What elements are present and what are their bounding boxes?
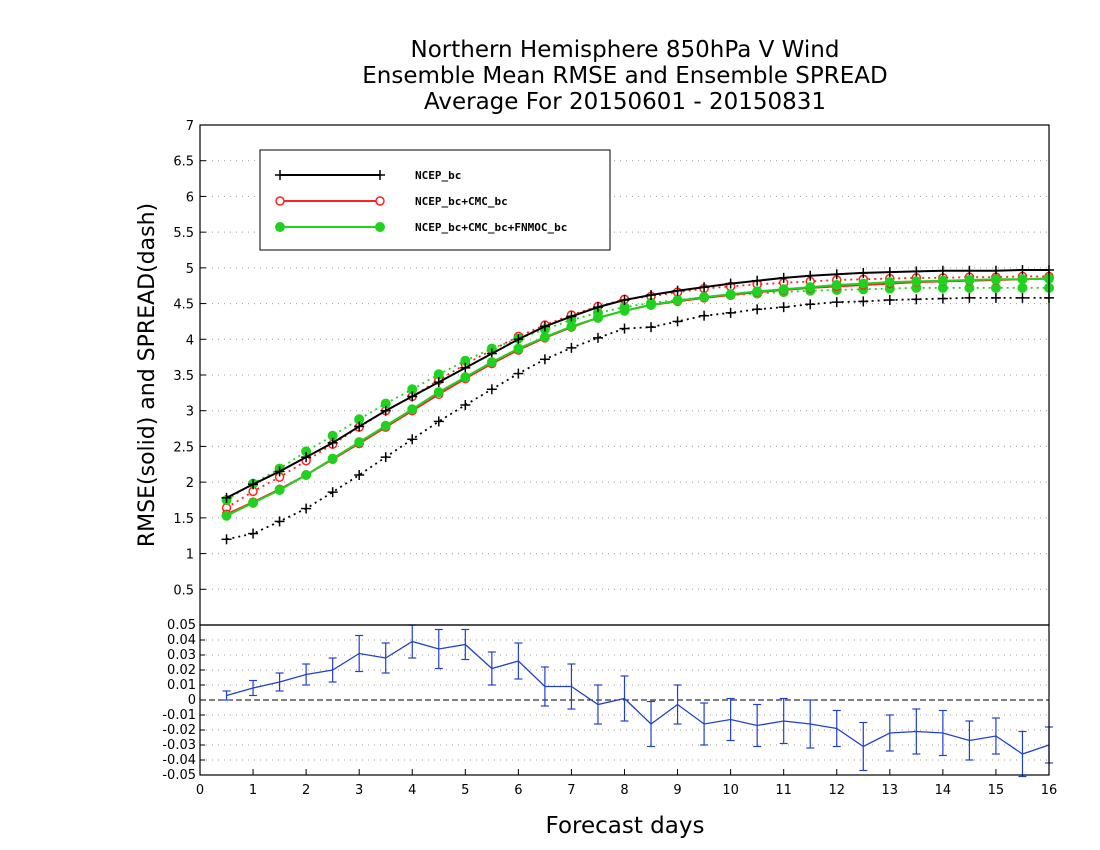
top-y-tick-label: 3.5 xyxy=(173,369,194,384)
top-y-tick-label: 5.5 xyxy=(173,226,194,241)
filled-circle-marker xyxy=(274,485,285,495)
top-panel-axes: 0.5 1 1.5 2 2.5 3 3.5 4 4.5 5 5.5 6 6.5 7 xyxy=(173,119,1050,626)
top-y-tick-label: 4 xyxy=(186,333,194,348)
x-tick-label: 8 xyxy=(620,783,628,798)
top-y-tick-label: 7 xyxy=(186,119,194,134)
filled-circle-marker xyxy=(380,420,391,431)
series-line-rmse xyxy=(226,277,1050,516)
filled-circle-marker xyxy=(433,387,444,398)
filled-circle-marker xyxy=(221,510,232,521)
top-y-tick-label: 1.5 xyxy=(173,512,194,527)
filled-circle-marker xyxy=(725,289,736,300)
y-axis-label: RMSE(solid) and SPREAD(dash) xyxy=(135,203,160,547)
filled-circle-marker xyxy=(805,282,816,293)
filled-circle-marker xyxy=(1017,282,1028,293)
x-tick-label: 1 xyxy=(249,783,257,798)
filled-circle-marker xyxy=(327,453,338,464)
x-tick-label: 16 xyxy=(1041,783,1058,798)
top-y-tick-label: 1 xyxy=(186,548,194,563)
x-axis-label: Forecast days xyxy=(546,813,705,839)
filled-circle-marker xyxy=(619,305,630,316)
filled-circle-marker xyxy=(301,470,312,480)
filled-circle-marker xyxy=(911,276,922,287)
x-tick-label: 15 xyxy=(988,783,1005,798)
bottom-panel-frame xyxy=(199,624,1050,776)
bottom-panel-axes: -0.05-0.04-0.03-0.02-0.0100.010.020.030.… xyxy=(162,618,1057,798)
x-tick-label: 12 xyxy=(828,783,845,798)
filled-circle-marker xyxy=(248,497,259,508)
filled-circle-marker xyxy=(990,274,1001,285)
top-y-tick-label: 0.5 xyxy=(173,583,194,598)
top-y-tick-label: 6.5 xyxy=(173,155,194,170)
bottom-y-tick-label: 0.02 xyxy=(167,663,196,678)
filled-circle-marker xyxy=(646,300,657,310)
bottom-y-tick-label: -0.01 xyxy=(162,708,196,723)
filled-circle-marker xyxy=(275,222,285,232)
filled-circle-marker xyxy=(964,275,975,285)
filled-circle-marker xyxy=(831,280,842,290)
x-tick-label: 10 xyxy=(722,783,739,798)
legend-entry-label: NCEP_bc+CMC_bc+FNMOC_bc xyxy=(415,221,567,234)
top-y-tick-label: 5 xyxy=(186,262,194,277)
top-panel-series xyxy=(221,265,1054,545)
filled-circle-marker xyxy=(460,372,471,383)
filled-circle-marker xyxy=(884,277,895,288)
bottom-y-tick-label: 0.01 xyxy=(167,678,196,693)
bottom-y-tick-label: -0.02 xyxy=(162,723,196,738)
x-tick-label: 9 xyxy=(673,783,681,798)
top-y-tick-label: 6 xyxy=(186,190,194,205)
filled-circle-marker xyxy=(375,222,385,232)
x-tick-label: 2 xyxy=(302,783,310,798)
open-circle-marker xyxy=(375,196,385,206)
x-tick-label: 13 xyxy=(882,783,899,798)
x-tick-label: 4 xyxy=(408,783,416,798)
series-line-rmse xyxy=(226,269,1049,499)
bottom-y-tick-label: -0.03 xyxy=(162,738,196,753)
legend: NCEP_bc NCEP_bc+CMC_bc NCEP_bc+CMC_bc+FNMO… xyxy=(259,149,611,251)
legend-entry-label: NCEP_bc+CMC_bc xyxy=(415,195,508,208)
filled-circle-marker xyxy=(1017,274,1028,285)
filled-circle-marker xyxy=(513,343,524,354)
bottom-y-tick-label: -0.04 xyxy=(162,753,196,768)
bottom-y-tick-label: 0.03 xyxy=(167,648,196,663)
x-tick-label: 3 xyxy=(355,783,363,798)
x-tick-label: 5 xyxy=(461,783,469,798)
filled-circle-marker xyxy=(752,286,763,297)
series-line-spread xyxy=(226,296,1049,541)
legend-entry-label: NCEP_bc xyxy=(415,169,461,182)
filled-circle-marker xyxy=(937,275,948,286)
filled-circle-marker xyxy=(592,312,603,323)
chart-title-line-1: Northern Hemisphere 850hPa V Wind xyxy=(410,37,840,63)
difference-line xyxy=(226,640,1050,755)
x-tick-label: 7 xyxy=(567,783,575,798)
top-y-tick-label: 2.5 xyxy=(173,440,194,455)
bottom-y-tick-label: -0.05 xyxy=(162,768,196,783)
series-line-spread xyxy=(226,275,1049,509)
bottom-y-tick-label: 0.05 xyxy=(167,618,196,633)
filled-circle-marker xyxy=(407,404,418,415)
top-y-tick-label: 4.5 xyxy=(173,298,194,313)
x-tick-label: 6 xyxy=(514,783,522,798)
top-y-tick-label: 3 xyxy=(186,405,194,420)
filled-circle-marker xyxy=(699,292,710,303)
top-y-tick-label: 2 xyxy=(186,476,194,491)
x-tick-label: 14 xyxy=(935,783,952,798)
x-tick-label: 0 xyxy=(196,783,204,798)
bottom-panel-series xyxy=(222,624,1053,778)
filled-circle-marker xyxy=(539,332,550,343)
chart-title-line-2: Ensemble Mean RMSE and Ensemble SPREAD xyxy=(362,63,888,89)
filled-circle-marker xyxy=(858,278,869,289)
bottom-y-tick-label: 0 xyxy=(188,693,196,708)
filled-circle-marker xyxy=(672,295,683,306)
open-circle-marker xyxy=(275,196,285,206)
filled-circle-marker xyxy=(566,321,577,332)
filled-circle-marker xyxy=(486,357,497,368)
filled-circle-marker xyxy=(354,437,365,448)
series-line-spread xyxy=(226,286,1049,501)
chart-title-line-3: Average For 20150601 - 20150831 xyxy=(423,89,827,115)
x-tick-label: 11 xyxy=(775,783,792,798)
bottom-y-tick-label: 0.04 xyxy=(167,633,196,648)
filled-circle-marker xyxy=(778,284,789,295)
